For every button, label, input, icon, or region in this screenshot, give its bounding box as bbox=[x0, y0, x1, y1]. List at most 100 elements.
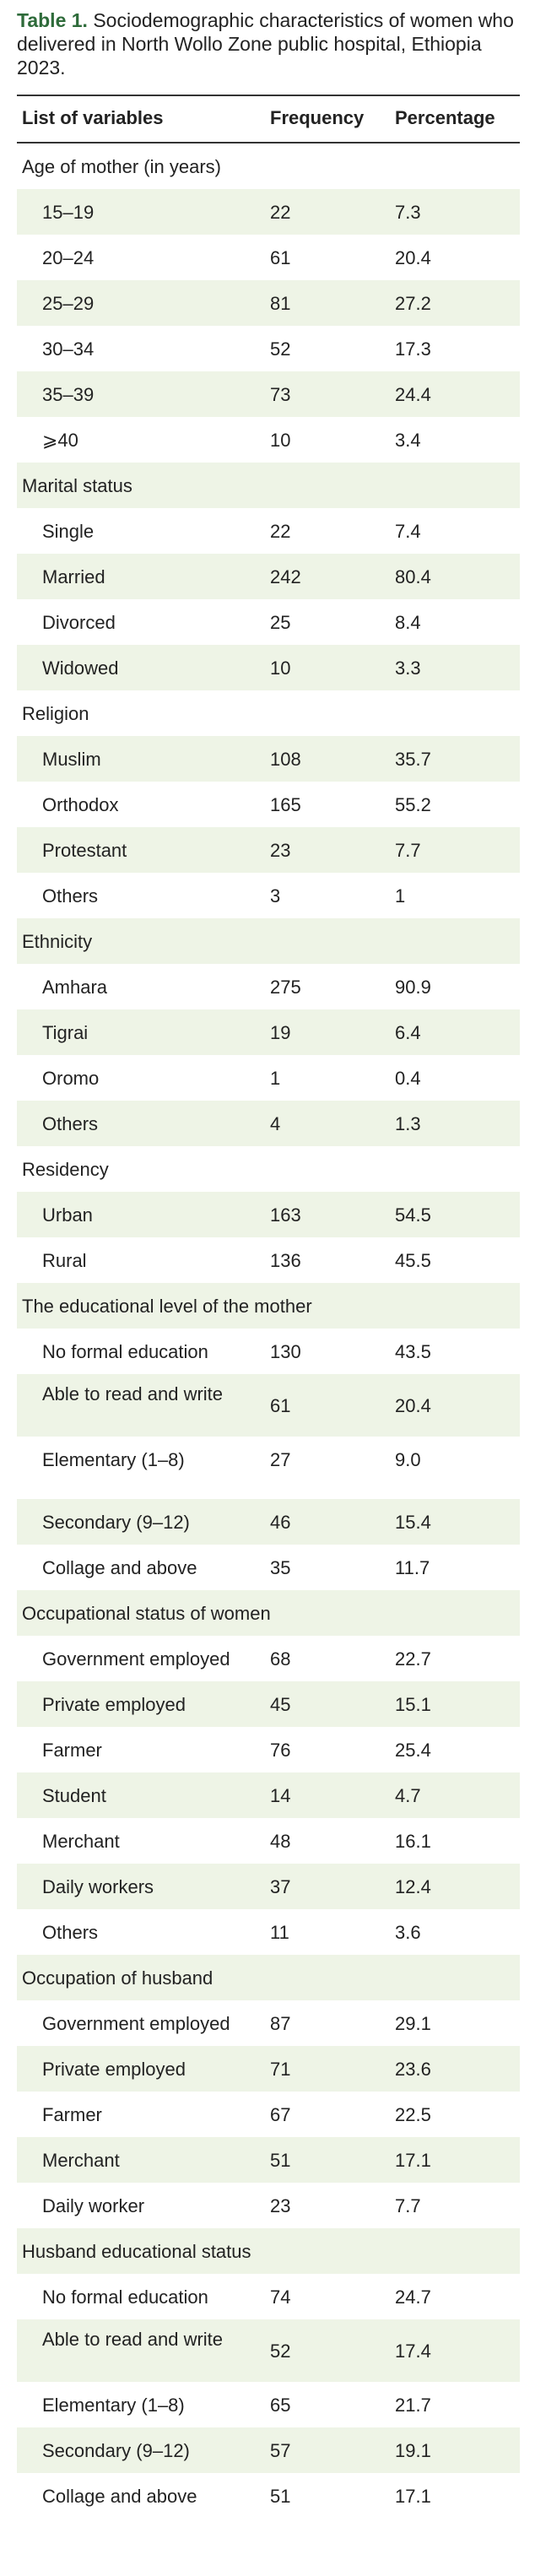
frequency: 165 bbox=[270, 793, 301, 815]
percentage: 21.7 bbox=[395, 2394, 431, 2416]
data-row: Able to read and write 52 17.4 bbox=[17, 2319, 520, 2382]
frequency: 14 bbox=[270, 1784, 291, 1806]
percentage: 7.7 bbox=[395, 2194, 421, 2216]
data-row: ⩾40 10 3.4 bbox=[17, 417, 520, 463]
frequency: 35 bbox=[270, 1556, 291, 1578]
data-row: Others 3 1 bbox=[17, 873, 520, 918]
data-row: Married 242 80.4 bbox=[17, 554, 520, 599]
percentage: 17.1 bbox=[395, 2485, 431, 2507]
frequency: 48 bbox=[270, 1830, 291, 1852]
percentage: 27.2 bbox=[395, 292, 431, 314]
percentage: 15.1 bbox=[395, 1693, 431, 1715]
percentage: 17.3 bbox=[395, 338, 431, 360]
data-row: 35–39 73 24.4 bbox=[17, 371, 520, 417]
variable-name: Married bbox=[42, 566, 105, 587]
data-row: Muslim 108 35.7 bbox=[17, 736, 520, 782]
variable-name: Muslim bbox=[42, 748, 101, 770]
data-row: Orthodox 165 55.2 bbox=[17, 782, 520, 827]
data-row: Elementary (1–8) 65 21.7 bbox=[17, 2382, 520, 2427]
variable-name: Elementary (1–8) bbox=[42, 1448, 185, 1470]
frequency: 22 bbox=[270, 201, 291, 223]
frequency: 52 bbox=[270, 2340, 291, 2362]
frequency: 76 bbox=[270, 1739, 291, 1761]
variable-name: No formal education bbox=[42, 1340, 208, 1362]
frequency: 52 bbox=[270, 338, 291, 360]
frequency: 65 bbox=[270, 2394, 291, 2416]
percentage: 1.3 bbox=[395, 1112, 421, 1134]
data-row: No formal education 130 43.5 bbox=[17, 1329, 520, 1374]
frequency: 46 bbox=[270, 1511, 291, 1533]
variable-name: Farmer bbox=[42, 2103, 102, 2125]
frequency: 37 bbox=[270, 1875, 291, 1897]
percentage: 3.4 bbox=[395, 429, 421, 451]
data-row: Private employed 71 23.6 bbox=[17, 2046, 520, 2092]
group-label: Age of mother (in years) bbox=[22, 155, 221, 177]
data-row: Daily worker 23 7.7 bbox=[17, 2183, 520, 2228]
percentage: 3.6 bbox=[395, 1921, 421, 1943]
group-row: Ethnicity bbox=[17, 918, 520, 964]
frequency: 25 bbox=[270, 611, 291, 633]
frequency: 108 bbox=[270, 748, 301, 770]
percentage: 54.5 bbox=[395, 1204, 431, 1226]
data-row: Farmer 76 25.4 bbox=[17, 1727, 520, 1772]
variable-name: Others bbox=[42, 885, 99, 906]
variable-name: Collage and above bbox=[42, 1556, 197, 1578]
frequency: 3 bbox=[270, 885, 281, 906]
frequency: 10 bbox=[270, 429, 291, 451]
data-row: Single 22 7.4 bbox=[17, 508, 520, 554]
frequency: 61 bbox=[270, 1394, 291, 1416]
data-row: 25–29 81 27.2 bbox=[17, 280, 520, 326]
frequency: 1 bbox=[270, 1067, 281, 1089]
data-row: Amhara 275 90.9 bbox=[17, 964, 520, 1009]
data-row: Protestant 23 7.7 bbox=[17, 827, 520, 873]
variable-name: Government employed bbox=[42, 1648, 230, 1670]
percentage: 16.1 bbox=[395, 1830, 431, 1852]
frequency: 51 bbox=[270, 2485, 291, 2507]
percentage: 20.4 bbox=[395, 246, 431, 268]
group-row: Religion bbox=[17, 690, 520, 736]
percentage: 6.4 bbox=[395, 1021, 421, 1043]
frequency: 130 bbox=[270, 1340, 301, 1362]
group-row: Husband educational status bbox=[17, 2228, 520, 2274]
percentage: 0.4 bbox=[395, 1067, 421, 1089]
frequency: 23 bbox=[270, 839, 291, 861]
data-row: Farmer 67 22.5 bbox=[17, 2092, 520, 2137]
variable-name: 25–29 bbox=[42, 292, 95, 314]
data-row: Others 11 3.6 bbox=[17, 1909, 520, 1955]
variable-name: ⩾40 bbox=[42, 429, 78, 451]
percentage: 7.4 bbox=[395, 520, 421, 542]
group-row: Occupational status of women bbox=[17, 1590, 520, 1636]
variable-name: Single bbox=[42, 520, 95, 542]
variable-name: Others bbox=[42, 1921, 99, 1943]
percentage: 29.1 bbox=[395, 2012, 431, 2034]
frequency: 71 bbox=[270, 2058, 291, 2080]
variable-name: Able to read and write bbox=[42, 2329, 224, 2350]
frequency: 27 bbox=[270, 1448, 291, 1470]
caption-text: Sociodemographic characteristics of wome… bbox=[17, 9, 514, 78]
percentage: 1 bbox=[395, 885, 406, 906]
percentage: 23.6 bbox=[395, 2058, 431, 2080]
variable-name: Secondary (9–12) bbox=[42, 2439, 190, 2461]
percentage: 35.7 bbox=[395, 748, 431, 770]
data-row: Rural 136 45.5 bbox=[17, 1237, 520, 1283]
group-row: Marital status bbox=[17, 463, 520, 508]
variable-name: Oromo bbox=[42, 1067, 100, 1089]
frequency: 242 bbox=[270, 566, 301, 587]
data-row: Widowed 10 3.3 bbox=[17, 645, 520, 690]
variable-name: 35–39 bbox=[42, 383, 95, 405]
group-row: Residency bbox=[17, 1146, 520, 1192]
variable-name: Merchant bbox=[42, 1830, 120, 1852]
frequency: 19 bbox=[270, 1021, 291, 1043]
frequency: 67 bbox=[270, 2103, 291, 2125]
variable-name: Able to read and write bbox=[42, 1383, 224, 1404]
table-caption: Table 1. Sociodemographic characteristic… bbox=[17, 8, 523, 79]
variable-name: Divorced bbox=[42, 611, 116, 633]
percentage: 17.1 bbox=[395, 2149, 431, 2171]
group-row: Age of mother (in years) bbox=[17, 143, 520, 189]
frequency: 68 bbox=[270, 1648, 291, 1670]
percentage: 7.3 bbox=[395, 201, 421, 223]
data-row: Secondary (9–12) 57 19.1 bbox=[17, 2427, 520, 2473]
header-cell: Percentage bbox=[395, 106, 495, 128]
group-label: Religion bbox=[22, 702, 89, 724]
